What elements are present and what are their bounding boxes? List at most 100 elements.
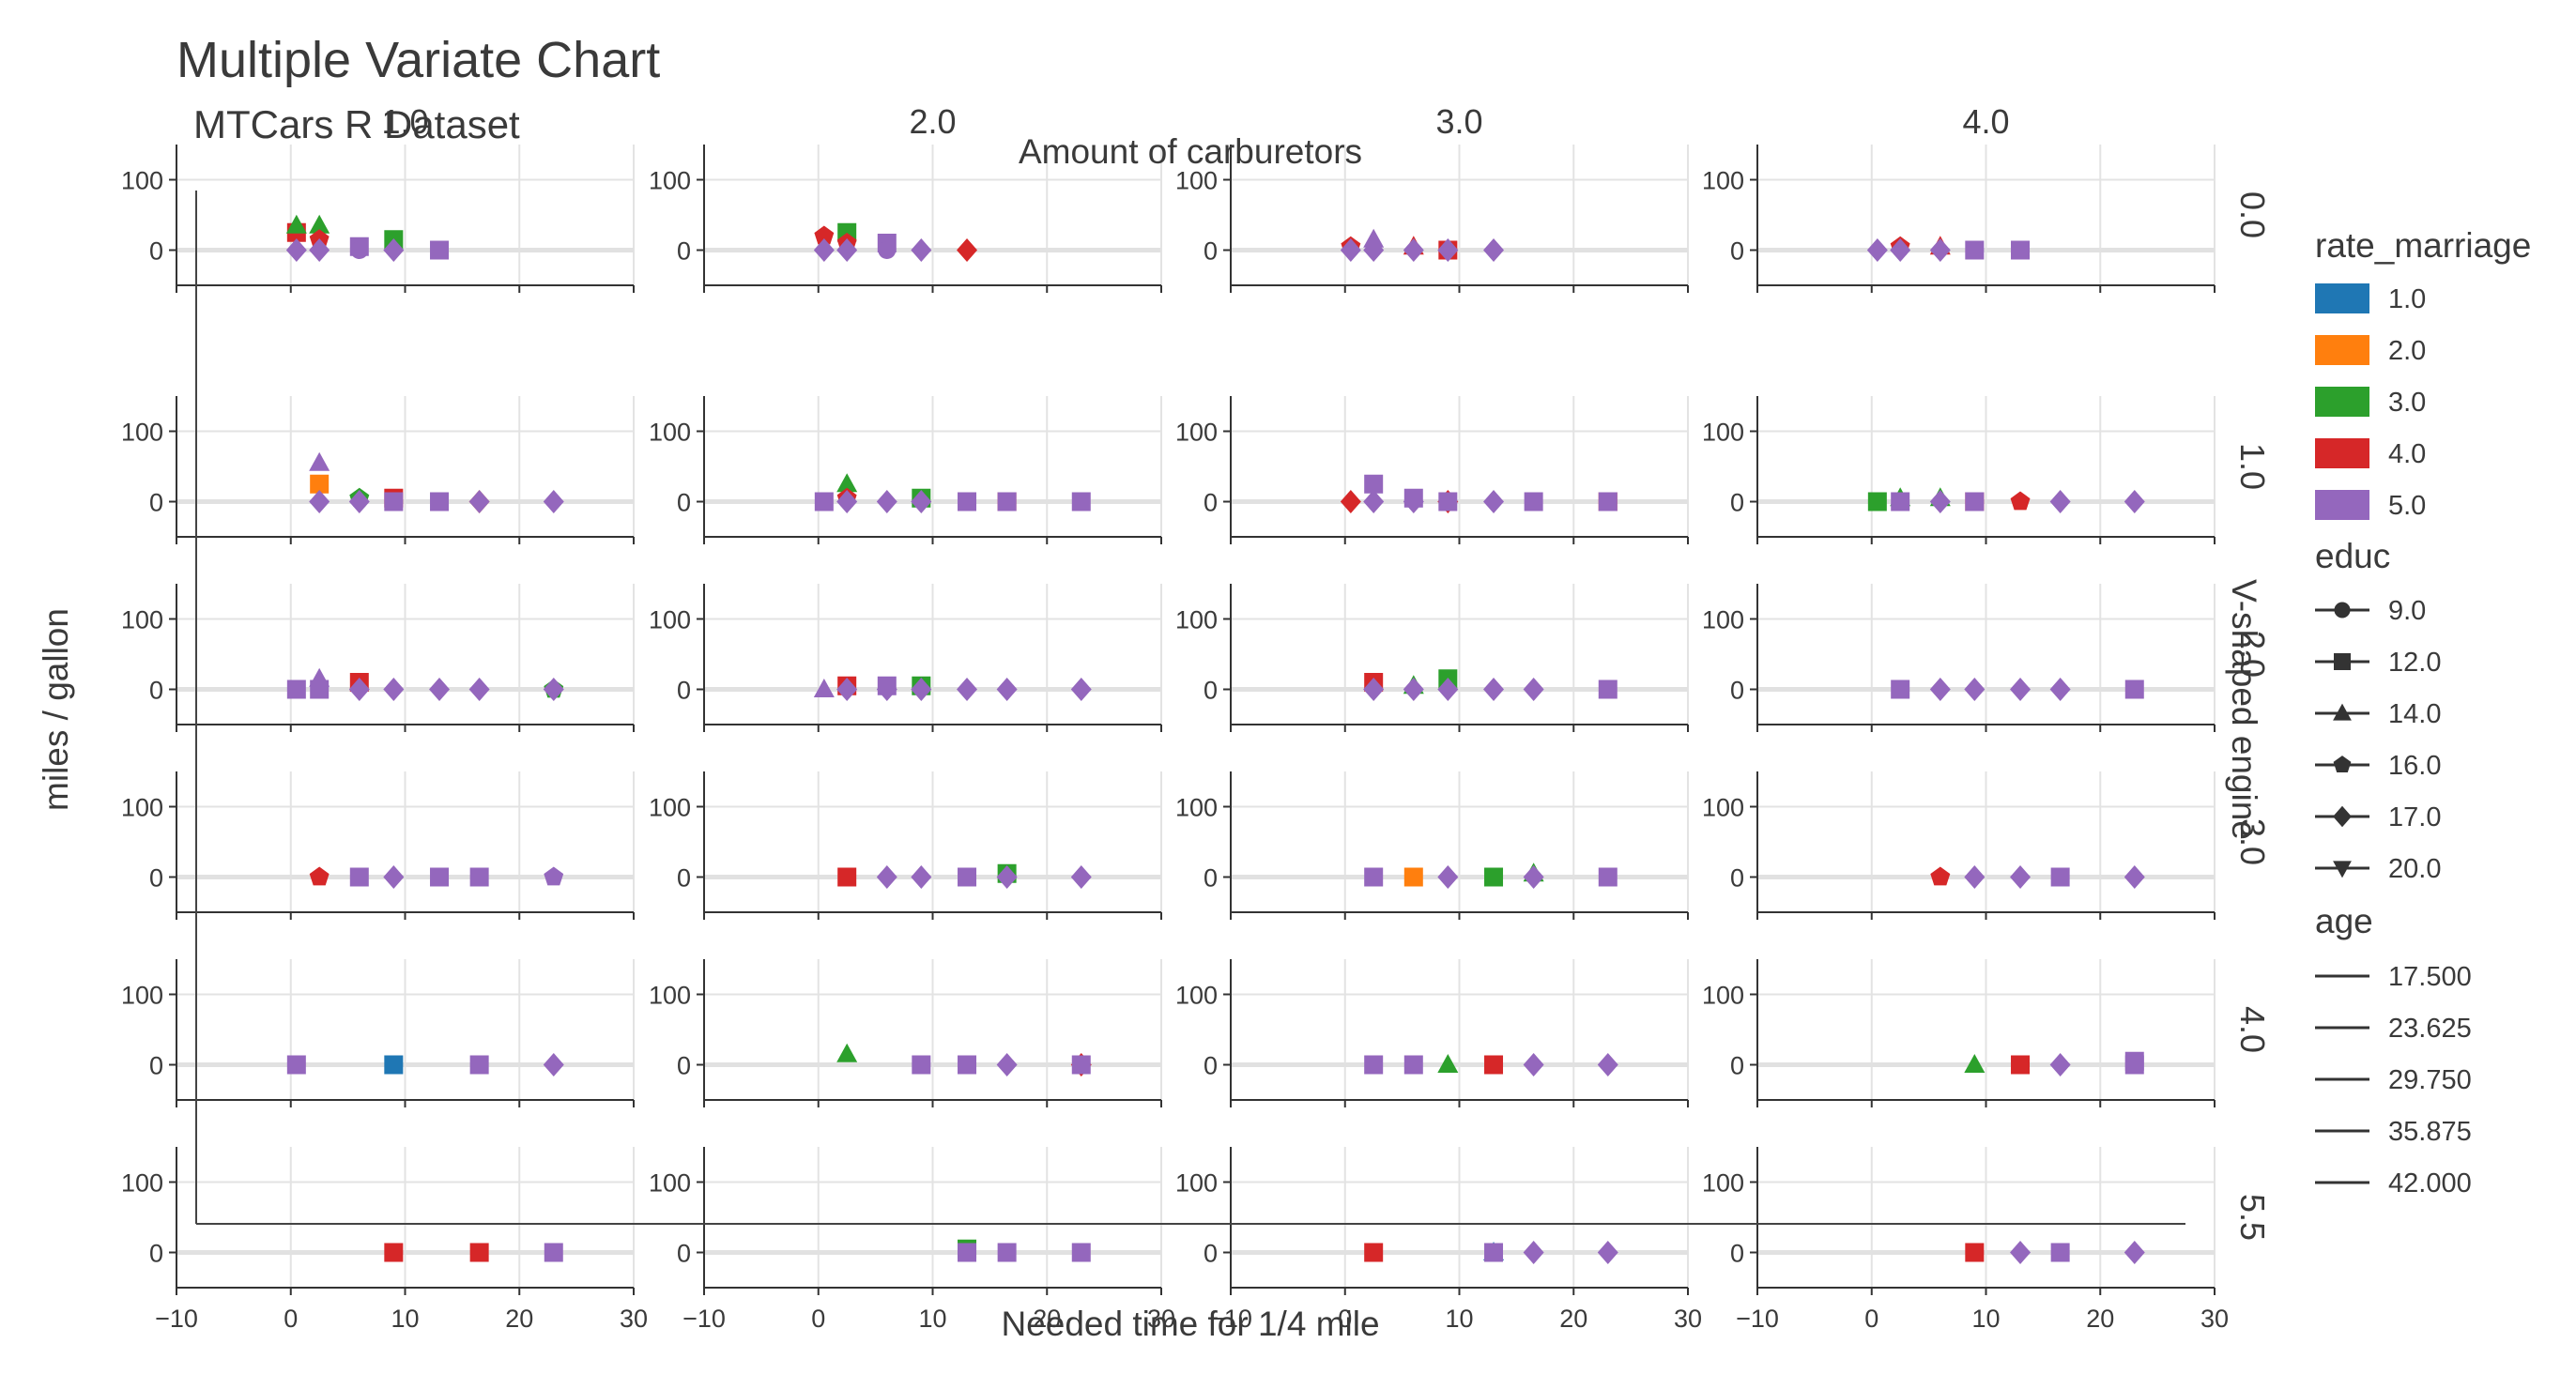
legend-color-label: 4.0 <box>2388 439 2426 469</box>
data-point <box>285 238 307 262</box>
x-tick-label: 10 <box>918 1305 946 1333</box>
facet-col-title: 1.0 <box>381 102 428 141</box>
data-point <box>1965 492 1985 511</box>
data-point <box>1929 238 1951 262</box>
y-tick-label: 100 <box>1175 794 1218 822</box>
data-point <box>911 865 932 889</box>
data-point <box>2049 1053 2071 1076</box>
y-tick-label: 100 <box>649 1169 691 1198</box>
data-point <box>429 678 451 701</box>
data-point <box>958 867 977 887</box>
data-point <box>350 241 369 259</box>
y-tick-label: 0 <box>149 1240 163 1268</box>
legend-marker-symbol <box>2333 703 2352 721</box>
panel-row-5-col-3: 0 100 −10 0 10 20 30 5.5 <box>1702 1147 2272 1333</box>
y-tick-label: 100 <box>649 794 691 822</box>
y-tick-label: 0 <box>1204 1052 1218 1080</box>
data-point <box>814 225 835 245</box>
data-point <box>1363 238 1385 262</box>
data-point <box>1363 678 1385 701</box>
facet-col-title: 2.0 <box>909 102 956 141</box>
data-point <box>911 678 932 701</box>
data-point <box>836 490 858 513</box>
data-point <box>383 238 405 262</box>
data-point <box>1965 240 1985 260</box>
data-point <box>1070 678 1092 701</box>
data-point <box>957 238 978 262</box>
data-point <box>836 238 858 262</box>
x-tick-label: 30 <box>620 1305 648 1333</box>
data-point <box>1523 865 1544 889</box>
data-point <box>958 1243 977 1262</box>
data-point <box>1890 238 1911 262</box>
y-tick-label: 100 <box>1702 794 1744 822</box>
data-point <box>996 865 1018 889</box>
data-point <box>876 678 897 701</box>
y-tick-label: 0 <box>677 237 691 266</box>
legend-marker-label: 17.0 <box>2388 802 2441 832</box>
data-point <box>1891 492 1910 511</box>
y-tick-label: 0 <box>1730 489 1744 517</box>
data-point <box>544 866 564 886</box>
legend-marker-title: educ <box>2315 537 2390 575</box>
y-tick-label: 0 <box>1204 1240 1218 1268</box>
data-point <box>1523 1053 1544 1076</box>
data-point <box>1964 1054 1986 1073</box>
data-point <box>1597 1241 1618 1264</box>
y-tick-label: 0 <box>1730 1240 1744 1268</box>
data-point <box>1483 238 1505 262</box>
data-point <box>1403 678 1424 701</box>
x-tick-label: 20 <box>1033 1305 1061 1333</box>
panel-row-5-col-0: 0 100 −10 0 10 20 30 <box>121 1147 648 1333</box>
data-point <box>544 1243 563 1262</box>
data-point <box>1523 1241 1544 1264</box>
data-point <box>957 678 978 701</box>
panel-row-3-col-3: 0 100 3.0 <box>1702 771 2272 920</box>
panel-row-0-col-1: 0 100 2.0 <box>649 102 1162 293</box>
y-tick-label: 0 <box>149 1052 163 1080</box>
data-point <box>2011 1055 2031 1075</box>
data-point <box>1929 490 1951 513</box>
y-tick-label: 0 <box>149 864 163 893</box>
legend-marker-symbol <box>2333 756 2352 772</box>
data-point <box>1437 238 1459 262</box>
data-point <box>2124 490 2145 513</box>
data-point <box>2010 491 2031 511</box>
data-point <box>813 238 835 262</box>
panel-row-2-col-2: 0 100 <box>1175 584 1689 732</box>
x-tick-label: 0 <box>811 1305 825 1333</box>
panel-row-0-col-2: 0 100 3.0 <box>1175 102 1689 293</box>
legend-marker-symbol <box>2334 602 2351 618</box>
y-tick-label: 100 <box>121 982 163 1010</box>
y-tick-label: 100 <box>1175 606 1218 634</box>
col-variable-label: Amount of carburetors <box>1019 132 1362 171</box>
legend-size-label: 35.875 <box>2388 1117 2472 1147</box>
x-tick-label: 10 <box>391 1305 419 1333</box>
data-point <box>1403 867 1423 887</box>
y-tick-label: 100 <box>1702 606 1744 634</box>
data-point <box>430 240 450 260</box>
panel-row-1-col-0: 0 100 <box>121 396 635 544</box>
y-tick-label: 100 <box>121 167 163 195</box>
data-point <box>2124 679 2144 699</box>
y-tick-label: 100 <box>1175 419 1218 447</box>
data-point <box>1403 238 1424 262</box>
data-point <box>468 678 490 701</box>
data-point <box>1403 1055 1423 1075</box>
y-axis-label: miles / gallon <box>37 608 75 811</box>
data-point <box>1524 492 1543 511</box>
data-point <box>1363 490 1385 513</box>
data-point <box>469 1055 489 1075</box>
x-tick-label: 30 <box>1674 1305 1702 1333</box>
facet-row-title: 4.0 <box>2233 1006 2272 1053</box>
data-point <box>2010 1241 2032 1264</box>
y-tick-label: 100 <box>1702 1169 1744 1198</box>
y-tick-label: 0 <box>1730 1052 1744 1080</box>
x-axis-label: Needed time for 1/4 mile <box>1001 1305 1379 1343</box>
data-point <box>1437 865 1459 889</box>
data-point <box>878 241 897 259</box>
data-point <box>1071 1243 1091 1262</box>
data-point <box>1598 679 1618 699</box>
data-point <box>543 678 564 701</box>
